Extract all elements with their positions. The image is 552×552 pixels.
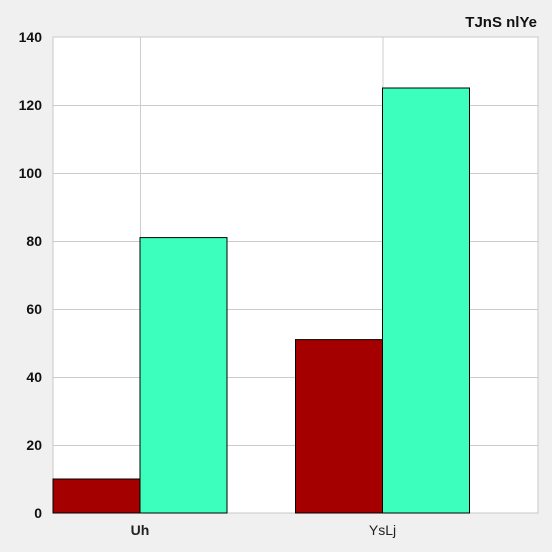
bar-yslj-series-2	[382, 87, 470, 514]
y-tick-label: 60	[26, 301, 42, 317]
y-tick-label: 20	[26, 437, 42, 453]
y-tick-label: 100	[19, 165, 43, 181]
y-tick-label: 80	[26, 233, 42, 249]
x-tick-label: YsLj	[369, 522, 396, 538]
x-axis-labels: Uh YsLj	[131, 522, 396, 538]
bar-uh-series-1	[52, 478, 141, 514]
y-tick-label: 120	[19, 97, 43, 113]
x-tick-label: Uh	[131, 522, 150, 538]
y-axis-ticks: 0 20 40 60 80 100 120 140	[19, 29, 43, 521]
y-tick-label: 140	[19, 29, 43, 45]
chart-title: TJnS nlYe	[465, 14, 537, 31]
y-tick-label: 0	[34, 505, 42, 521]
bar-uh-series-2	[139, 237, 228, 514]
y-tick-label: 40	[26, 369, 42, 385]
bars	[52, 87, 470, 514]
bar-yslj-series-1	[295, 339, 383, 514]
